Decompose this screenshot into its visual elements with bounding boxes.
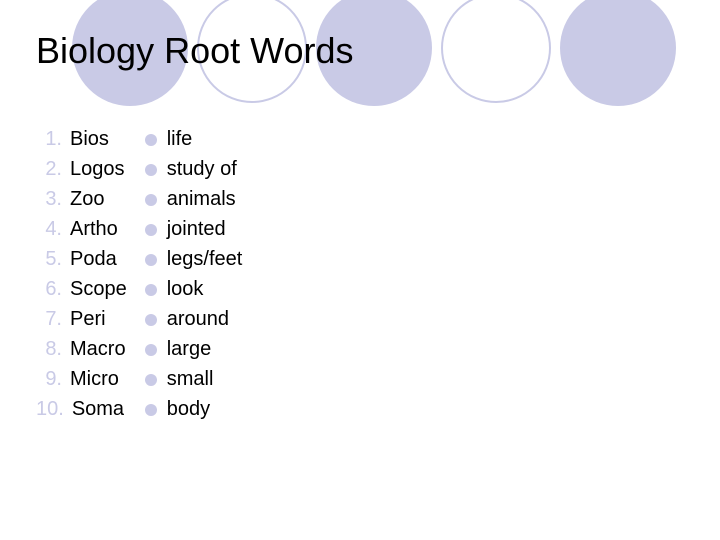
root-item: 10.Soma [36, 398, 127, 421]
meaning-item: jointed [145, 218, 243, 241]
root-word: Soma [72, 398, 124, 421]
root-number: 10. [36, 398, 72, 421]
root-number: 4. [36, 218, 70, 241]
bullet-icon [145, 224, 157, 236]
meaning-text: jointed [167, 218, 226, 241]
meaning-text: body [167, 398, 210, 421]
page-title: Biology Root Words [36, 30, 353, 72]
meaning-item: animals [145, 188, 243, 211]
root-word: Scope [70, 278, 127, 301]
bullet-icon [145, 374, 157, 386]
root-item: 6.Scope [36, 278, 127, 301]
root-number: 7. [36, 308, 70, 331]
root-number: 6. [36, 278, 70, 301]
root-number: 8. [36, 338, 70, 361]
root-item: 5.Poda [36, 248, 127, 271]
deco-circle-3 [441, 0, 551, 103]
root-item: 7.Peri [36, 308, 127, 331]
roots-column: 1.Bios2.Logos3.Zoo4.Artho5.Poda6.Scope7.… [36, 128, 127, 421]
bullet-icon [145, 344, 157, 356]
deco-circle-4 [560, 0, 676, 106]
root-word: Micro [70, 368, 119, 391]
root-word: Macro [70, 338, 126, 361]
meaning-item: small [145, 368, 243, 391]
meaning-item: legs/feet [145, 248, 243, 271]
meaning-item: look [145, 278, 243, 301]
meaning-text: around [167, 308, 229, 331]
meaning-text: life [167, 128, 193, 151]
bullet-icon [145, 134, 157, 146]
root-word: Bios [70, 128, 109, 151]
root-item: 8.Macro [36, 338, 127, 361]
meaning-text: look [167, 278, 204, 301]
meaning-text: animals [167, 188, 236, 211]
content-columns: 1.Bios2.Logos3.Zoo4.Artho5.Poda6.Scope7.… [36, 128, 242, 421]
root-word: Artho [70, 218, 118, 241]
root-item: 2.Logos [36, 158, 127, 181]
root-item: 9.Micro [36, 368, 127, 391]
bullet-icon [145, 314, 157, 326]
root-number: 3. [36, 188, 70, 211]
root-word: Peri [70, 308, 106, 331]
meanings-column: life study of animals jointed legs/feet look a… [145, 128, 243, 421]
root-number: 5. [36, 248, 70, 271]
bullet-icon [145, 254, 157, 266]
root-word: Poda [70, 248, 117, 271]
root-number: 1. [36, 128, 70, 151]
meaning-item: life [145, 128, 243, 151]
meaning-item: study of [145, 158, 243, 181]
root-word: Logos [70, 158, 125, 181]
meaning-item: large [145, 338, 243, 361]
meaning-item: around [145, 308, 243, 331]
meaning-text: study of [167, 158, 237, 181]
root-word: Zoo [70, 188, 104, 211]
root-number: 9. [36, 368, 70, 391]
meaning-text: large [167, 338, 211, 361]
root-item: 3.Zoo [36, 188, 127, 211]
meaning-text: small [167, 368, 214, 391]
root-item: 1.Bios [36, 128, 127, 151]
bullet-icon [145, 164, 157, 176]
bullet-icon [145, 404, 157, 416]
meaning-item: body [145, 398, 243, 421]
bullet-icon [145, 284, 157, 296]
bullet-icon [145, 194, 157, 206]
root-item: 4.Artho [36, 218, 127, 241]
meaning-text: legs/feet [167, 248, 243, 271]
root-number: 2. [36, 158, 70, 181]
